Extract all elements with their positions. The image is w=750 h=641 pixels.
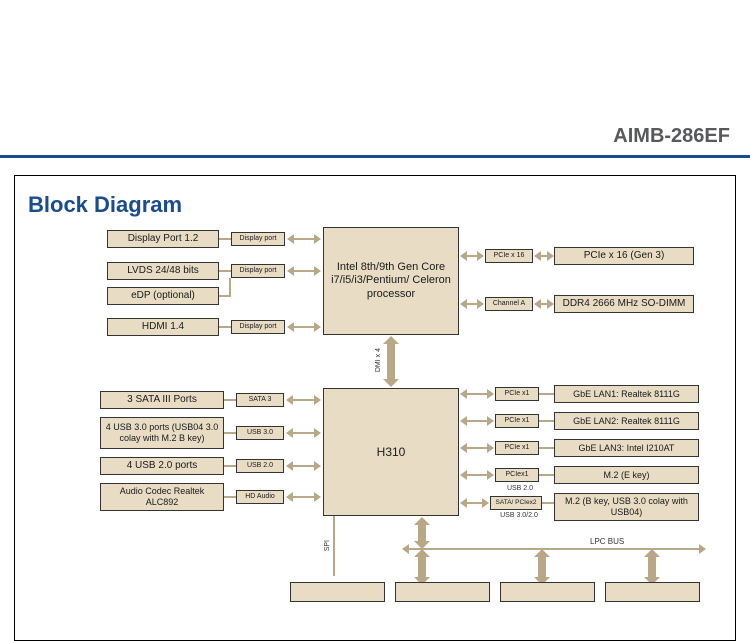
arrow-usb2 — [292, 465, 315, 467]
conn-dp — [219, 238, 231, 240]
edp-line-v — [229, 278, 231, 297]
link-sata3: SATA 3 — [236, 393, 284, 407]
lan2-box: GbE LAN2: Realtek 8111G — [554, 412, 699, 430]
arrow-audio — [292, 496, 315, 498]
conn-lvds — [219, 270, 231, 272]
arrow-cpu-pcie16-l — [466, 255, 478, 257]
lan1-box: GbE LAN1: Realtek 8111G — [554, 385, 699, 403]
usb2-box: 4 USB 2.0 ports — [100, 457, 224, 475]
conn-m2b — [542, 502, 554, 504]
ddr-box: DDR4 2666 MHz SO-DIMM — [554, 295, 694, 313]
lvds-box: LVDS 24/48 bits — [107, 262, 219, 280]
arrow-lan1 — [466, 393, 488, 395]
arrow-cpu-pch — [387, 343, 395, 380]
arrow-lan3 — [466, 447, 488, 449]
conn-hdmi — [219, 326, 231, 328]
pch-block: H310 — [323, 388, 459, 516]
product-title: AIMB-286EF — [613, 125, 730, 148]
link-pciex1-3: PCIe x1 — [495, 441, 539, 455]
label-dmi: DMI x 4 — [375, 348, 382, 372]
conn-lan2 — [539, 420, 554, 422]
link-usb20: USB 2.0 — [236, 459, 284, 473]
link-pciex1-2: PCIe x1 — [495, 414, 539, 428]
arrow-lvds-cpu — [293, 270, 315, 272]
lpc-stub-1 — [418, 556, 426, 578]
bottom-box-3 — [500, 582, 595, 602]
arrow-pch-lpc — [418, 524, 426, 542]
header-region: AIMB-286EF — [0, 0, 750, 165]
link-usb30: USB 3.0 — [236, 426, 284, 440]
link-display-port-3: Display port — [231, 320, 285, 334]
display-port-box: Display Port 1.2 — [107, 230, 219, 248]
label-usb20-m2e: USB 2.0 — [498, 485, 542, 492]
edp-box: eDP (optional) — [107, 287, 219, 305]
link-hdaudio: HD Audio — [236, 490, 284, 504]
arrow-sata — [292, 399, 315, 401]
pcie16-box: PCIe x 16 (Gen 3) — [554, 247, 694, 265]
arrow-m2e — [466, 474, 488, 476]
link-pciex1-4: PCIex1 — [495, 468, 539, 482]
spi-line — [333, 516, 335, 576]
link-display-port-2: Display port — [231, 264, 285, 278]
arrow-m2b — [466, 502, 483, 504]
conn-audio — [224, 496, 236, 498]
label-lpc-bus: LPC BUS — [590, 537, 624, 546]
arrow-cpu-ddr-l — [466, 303, 478, 305]
sata-box: 3 SATA III Ports — [100, 391, 224, 409]
m2b-box: M.2 (B key, USB 3.0 colay with USB04) — [554, 493, 699, 521]
arrow-cpu-ddr-r — [540, 303, 548, 305]
conn-usb3 — [224, 432, 236, 434]
link-sata-pciex2: SATA/ PCIex2 — [490, 496, 542, 510]
link-display-port-1: Display port — [231, 232, 285, 246]
arrow-dp-cpu — [293, 238, 315, 240]
cpu-block: Intel 8th/9th Gen Core i7/i5/i3/Pentium/… — [323, 227, 459, 335]
m2e-box: M.2 (E key) — [554, 466, 699, 484]
conn-sata — [224, 399, 236, 401]
label-spi: SPI — [324, 540, 331, 551]
hdmi-box: HDMI 1.4 — [107, 318, 219, 336]
bottom-box-4 — [605, 582, 700, 602]
bottom-box-2 — [395, 582, 490, 602]
lan3-box: GbE LAN3: Intel I210AT — [554, 439, 699, 457]
audio-box: Audio Codec Realtek ALC892 — [100, 483, 224, 511]
conn-usb2 — [224, 465, 236, 467]
header-rule — [0, 155, 750, 158]
conn-m2e — [539, 474, 554, 476]
arrow-hdmi-cpu — [293, 326, 315, 328]
section-title: Block Diagram — [28, 192, 182, 218]
lpc-stub-3 — [648, 556, 656, 578]
usb3-box: 4 USB 3.0 ports (USB04 3.0 colay with M.… — [100, 417, 224, 449]
label-usb3020: USB 3.0/2.0 — [495, 512, 543, 519]
conn-lan3 — [539, 447, 554, 449]
link-channel-a: Channel A — [485, 297, 533, 311]
arrow-lan2 — [466, 420, 488, 422]
arrow-cpu-pcie16-r — [540, 255, 548, 257]
link-pciex1-1: PCIe x1 — [495, 387, 539, 401]
arrow-usb3 — [292, 432, 315, 434]
link-pcie16: PCIe x 16 — [485, 249, 533, 263]
bottom-box-1 — [290, 582, 385, 602]
lpc-stub-2 — [538, 556, 546, 578]
conn-lan1 — [539, 393, 554, 395]
